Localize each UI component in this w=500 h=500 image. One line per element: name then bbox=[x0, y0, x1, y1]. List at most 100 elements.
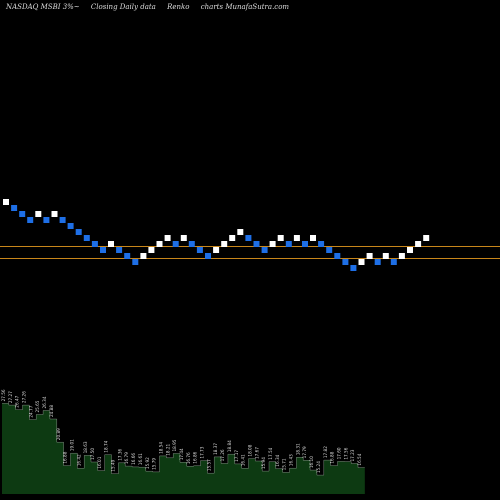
volume-value-label: 17.79 bbox=[302, 446, 307, 458]
renko-brick-down bbox=[302, 241, 308, 247]
volume-value-label: 16.88 bbox=[330, 451, 335, 463]
volume-value-label: 18.84 bbox=[227, 440, 232, 452]
renko-brick-up bbox=[221, 241, 228, 247]
renko-brick-up bbox=[310, 235, 316, 241]
support-resistance-lines bbox=[0, 246, 500, 259]
volume-value-label: 16.43 bbox=[289, 454, 294, 466]
volume-value-label: 16.76 bbox=[186, 452, 191, 464]
volume-value-label: 15.57 bbox=[206, 459, 211, 471]
volume-value-label: 18.95 bbox=[172, 439, 177, 451]
renko-brick-down bbox=[188, 241, 195, 247]
renko-brick-up bbox=[423, 235, 430, 241]
volume-value-label: 27.27 bbox=[8, 391, 13, 403]
renko-brick-up bbox=[3, 199, 9, 205]
volume-value-label: 16.66 bbox=[131, 453, 136, 465]
volume-value-label: 15.94 bbox=[261, 457, 266, 469]
chart-kind: Renko bbox=[167, 3, 190, 11]
renko-brick-down bbox=[390, 259, 397, 265]
renko-brick-down bbox=[116, 247, 123, 253]
renko-brick-up bbox=[358, 259, 365, 265]
volume-value-label: 18.08 bbox=[248, 444, 253, 456]
renko-brick-down bbox=[75, 229, 82, 235]
renko-brick-down bbox=[342, 259, 349, 265]
volume-value-label: 16.61 bbox=[138, 453, 143, 465]
volume-value-label: 19.01 bbox=[70, 439, 75, 451]
volume-value-label: 26.47 bbox=[15, 395, 20, 407]
renko-brick-up bbox=[35, 211, 42, 217]
renko-brick-up bbox=[213, 247, 220, 253]
renko-brick-down bbox=[350, 265, 357, 271]
renko-brick-down bbox=[100, 247, 106, 253]
renko-brick-down bbox=[19, 211, 26, 217]
volume-value-label: 18.21 bbox=[165, 443, 170, 455]
renko-brick-down bbox=[27, 217, 34, 223]
volume-value-label: 16.41 bbox=[241, 454, 246, 466]
renko-brick-up bbox=[382, 253, 389, 259]
renko-brick-up bbox=[108, 241, 114, 247]
volume-value-label: 17.26 bbox=[220, 449, 225, 461]
renko-brick-up bbox=[407, 247, 413, 253]
volume-value-label: 16.79 bbox=[124, 452, 129, 464]
volume-value-label: 18.37 bbox=[213, 443, 218, 455]
volume-value-label: 26.34 bbox=[42, 396, 47, 408]
volume-value-label: 18.63 bbox=[83, 441, 88, 453]
renko-brick-down bbox=[91, 241, 98, 247]
renko-brick-down bbox=[334, 253, 341, 259]
volume-value-label: 20.89 bbox=[56, 428, 61, 440]
renko-brick-down bbox=[59, 217, 66, 223]
renko-brick-up bbox=[293, 235, 300, 241]
volume-value-label: 17.23 bbox=[350, 449, 355, 461]
renko-brick-up bbox=[140, 253, 147, 259]
renko-bricks bbox=[3, 199, 430, 271]
renko-brick-up bbox=[277, 235, 284, 241]
renko-brick-down bbox=[11, 205, 18, 211]
volume-value-label: 15.71 bbox=[282, 458, 287, 470]
renko-brick-down bbox=[285, 241, 292, 247]
volume-value-label: 17.82 bbox=[323, 446, 328, 458]
renko-brick-down bbox=[205, 253, 211, 259]
renko-brick-down bbox=[83, 235, 90, 241]
volume-value-label: 17.73 bbox=[200, 446, 205, 458]
renko-brick-up bbox=[164, 235, 171, 241]
renko-brick-down bbox=[245, 235, 252, 241]
volume-value-label: 17.67 bbox=[254, 447, 259, 459]
volume-value-label: 17.50 bbox=[90, 448, 95, 460]
volume-value-label: 18.54 bbox=[159, 442, 164, 454]
chart-description: Closing Daily data bbox=[90, 3, 156, 11]
renko-brick-up bbox=[229, 235, 236, 241]
volume-value-label: 16.01 bbox=[97, 456, 102, 468]
volume-value-label: 27.26 bbox=[22, 391, 27, 403]
volume-value-label: 24.88 bbox=[49, 405, 54, 417]
renko-brick-down bbox=[253, 241, 260, 247]
renko-brick-down bbox=[172, 241, 179, 247]
volume-value-label: 16.10 bbox=[309, 456, 314, 468]
volume-value-label: 15.49 bbox=[111, 459, 116, 471]
volume-area bbox=[2, 403, 365, 494]
volume-value-label: 16.42 bbox=[76, 454, 81, 466]
volume-value-label: 18.31 bbox=[295, 443, 300, 455]
renko-brick-down bbox=[124, 253, 131, 259]
chart-header: NASDAQ MSBI 3%~ Closing Daily data Renko… bbox=[6, 3, 298, 11]
renko-brick-up bbox=[180, 235, 187, 241]
renko-brick-down bbox=[318, 241, 325, 247]
chart-symbol: NASDAQ MSBI 3%~ bbox=[6, 3, 80, 11]
renko-brick-up bbox=[398, 253, 405, 259]
volume-value-label: 17.60 bbox=[337, 447, 342, 459]
volume-value-label: 16.54 bbox=[357, 453, 362, 465]
renko-brick-down bbox=[43, 217, 50, 223]
volume-value-label: 16.34 bbox=[275, 454, 280, 466]
renko-brick-up bbox=[148, 247, 155, 253]
volume-value-label: 25.65 bbox=[35, 400, 40, 412]
renko-brick-down bbox=[132, 259, 139, 265]
renko-brick-up bbox=[237, 229, 244, 235]
volume-value-label: 15.79 bbox=[152, 458, 157, 470]
volume-value-label: 24.77 bbox=[28, 405, 33, 417]
volume-value-label: 15.24 bbox=[316, 461, 321, 473]
renko-brick-up bbox=[415, 241, 422, 247]
renko-brick-down bbox=[261, 247, 268, 253]
volume-outline bbox=[2, 403, 365, 476]
renko-brick-up bbox=[51, 211, 58, 217]
renko-brick-down bbox=[67, 223, 74, 229]
